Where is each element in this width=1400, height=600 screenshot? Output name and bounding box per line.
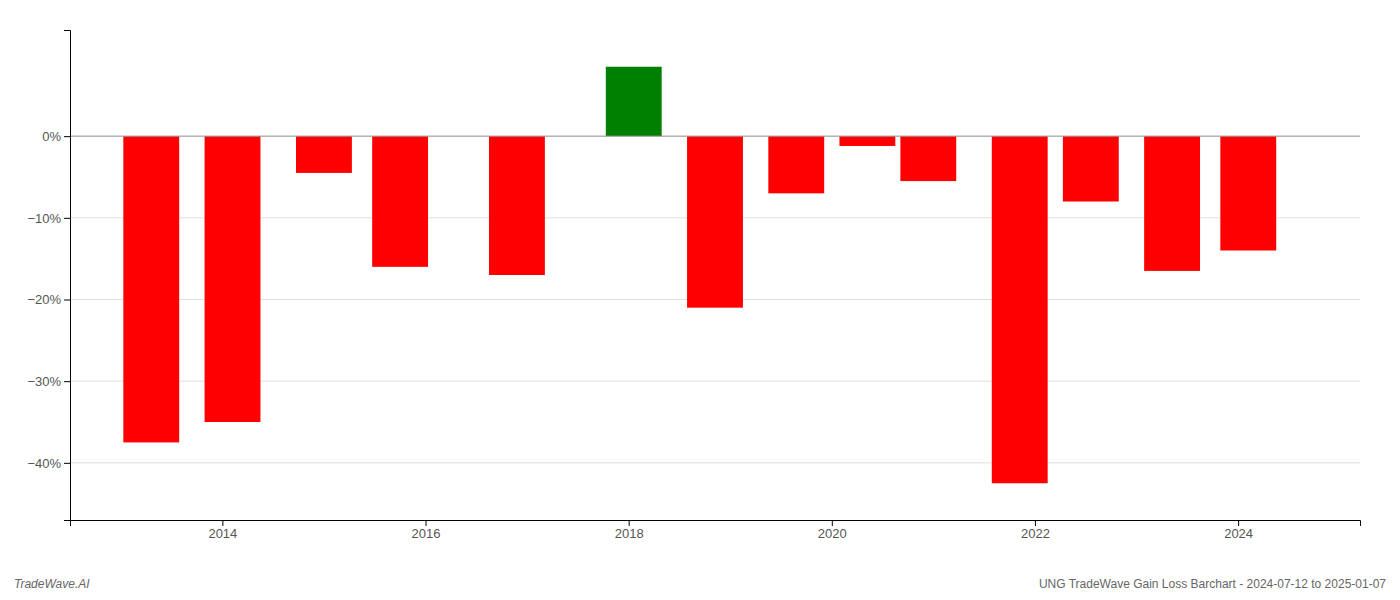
- x-tick-label: 2016: [412, 526, 441, 541]
- x-tick-mark: [1035, 520, 1036, 526]
- x-tick: 2014: [208, 520, 237, 541]
- bar: [489, 136, 545, 275]
- footer-right: UNG TradeWave Gain Loss Barchart - 2024-…: [1039, 577, 1386, 591]
- footer-left: TradeWave.AI: [14, 577, 90, 591]
- x-tick: 2020: [818, 520, 847, 541]
- x-tick-label: 2018: [615, 526, 644, 541]
- y-tick-label: −40%: [27, 455, 61, 470]
- bar: [1220, 136, 1276, 250]
- plot-area: 2014 2016 2018 2020 2022 2024 0% −10% −20% −30% −4…: [27, 31, 1360, 542]
- y-tick: −30%: [27, 374, 70, 389]
- y-tick-mark: [64, 381, 70, 382]
- grid-line: [70, 462, 1360, 463]
- x-axis-line: [71, 521, 1361, 527]
- y-axis: 0% −10% −20% −30% −40%: [27, 31, 70, 521]
- bar: [296, 136, 352, 173]
- bar: [372, 136, 428, 267]
- y-tick: −40%: [27, 455, 70, 470]
- bar: [687, 136, 743, 308]
- x-tick: 2016: [412, 520, 441, 541]
- x-tick-mark: [629, 520, 630, 526]
- bar: [1144, 136, 1200, 271]
- y-tick-label: −30%: [27, 374, 61, 389]
- grid: [70, 136, 1360, 463]
- x-axis: 2014 2016 2018 2020 2022 2024: [71, 520, 1361, 541]
- bars: [123, 67, 1276, 484]
- x-tick-label: 2024: [1224, 526, 1253, 541]
- bar: [900, 136, 956, 181]
- y-tick-label: 0%: [42, 129, 61, 144]
- y-tick-mark: [64, 218, 70, 219]
- y-tick-mark: [64, 463, 70, 464]
- chart: 2014 2016 2018 2020 2022 2024 0% −10% −20% −30% −4…: [0, 0, 1400, 600]
- bar: [123, 136, 179, 442]
- grid-line: [70, 381, 1360, 382]
- zero-line: [70, 136, 1360, 137]
- y-tick-mark: [64, 136, 70, 137]
- x-tick-label: 2022: [1021, 526, 1050, 541]
- bar: [606, 67, 662, 136]
- x-tick: 2024: [1224, 520, 1253, 541]
- footer: TradeWave.AI UNG TradeWave Gain Loss Barc…: [14, 577, 1386, 591]
- y-tick-label: −20%: [27, 292, 61, 307]
- bar: [205, 136, 261, 422]
- y-tick-mark: [64, 300, 70, 301]
- bar: [768, 136, 824, 193]
- grid-line: [70, 136, 1360, 137]
- y-tick-label: −10%: [27, 210, 61, 225]
- bar: [992, 136, 1048, 483]
- x-tick-mark: [426, 520, 427, 526]
- x-tick: 2022: [1021, 520, 1050, 541]
- x-tick: 2018: [615, 520, 644, 541]
- x-tick-label: 2014: [208, 526, 237, 541]
- bar: [1063, 136, 1119, 201]
- y-tick: −20%: [27, 292, 70, 307]
- y-tick: 0%: [42, 129, 70, 144]
- x-tick-mark: [1238, 520, 1239, 526]
- x-tick-mark: [832, 520, 833, 526]
- x-tick-mark: [222, 520, 223, 526]
- bar: [839, 136, 895, 146]
- y-axis-line: [64, 31, 71, 521]
- y-tick: −10%: [27, 210, 70, 225]
- x-tick-label: 2020: [818, 526, 847, 541]
